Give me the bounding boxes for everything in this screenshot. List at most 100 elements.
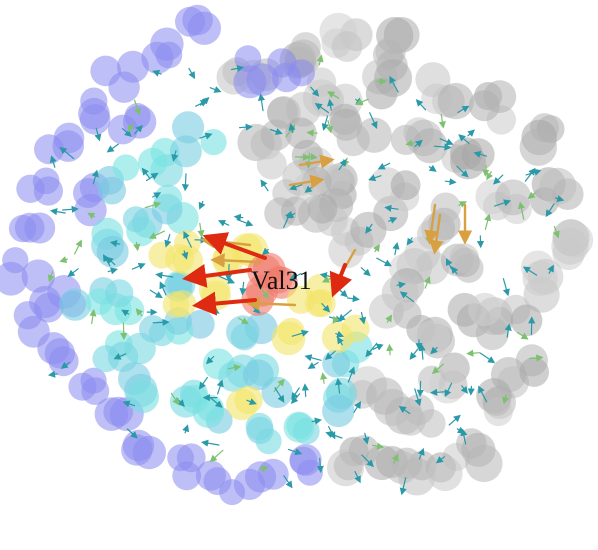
displacement-arrow [298, 154, 335, 169]
displacement-arrow [384, 204, 399, 212]
displacement-arrow [122, 400, 136, 408]
displacement-arrow [201, 439, 220, 447]
displacement-arrow [304, 153, 318, 161]
atom [226, 315, 260, 349]
displacement-arrow [354, 471, 361, 484]
displacement-arrow [311, 417, 322, 425]
displacement-arrow [326, 98, 335, 111]
atom [44, 338, 75, 369]
atom [116, 50, 149, 83]
displacement-arrow [148, 230, 165, 239]
displacement-arrow [181, 250, 189, 260]
displacement-arrow [405, 139, 415, 147]
displacement-arrow [152, 318, 170, 326]
displacement-arrow [109, 239, 121, 248]
displacement-arrow [433, 143, 452, 151]
displacement-arrow [198, 376, 208, 390]
displacement-arrow [466, 349, 481, 357]
atom [14, 212, 45, 243]
displacement-arrow [152, 69, 162, 77]
atom [245, 412, 274, 441]
displacement-arrow [202, 232, 267, 260]
displacement-arrow [257, 93, 266, 112]
atom [348, 435, 380, 466]
displacement-arrow [458, 134, 470, 144]
displacement-arrow [198, 200, 206, 210]
atom [366, 377, 404, 415]
displacement-arrow [258, 465, 269, 473]
atom [412, 128, 448, 164]
displacement-arrow [484, 213, 492, 230]
displacement-arrow [152, 192, 162, 199]
displacement-arrow [502, 278, 510, 297]
displacement-arrow [238, 317, 249, 325]
atom [449, 243, 480, 273]
displacement-arrow [451, 266, 459, 275]
displacement-arrow [365, 223, 373, 234]
displacement-arrow [347, 366, 356, 383]
atom [551, 227, 589, 265]
displacement-arrow [467, 385, 475, 396]
displacement-arrow [547, 264, 554, 274]
displacement-arrow [131, 262, 146, 270]
displacement-arrow [439, 138, 454, 146]
displacement-arrow [239, 123, 253, 131]
atom [385, 450, 419, 484]
displacement-arrow [209, 449, 224, 463]
displacement-arrow [171, 150, 179, 162]
displacement-arrow [444, 178, 457, 186]
displacement-arrow [126, 428, 138, 439]
displacement-arrow [502, 394, 510, 405]
displacement-arrow [246, 398, 257, 405]
displacement-arrow [473, 150, 487, 158]
displacement-arrows [47, 54, 565, 496]
displacement-arrow [324, 350, 336, 360]
displacement-arrow [209, 86, 222, 93]
displacement-arrow [188, 67, 196, 80]
atom [292, 173, 322, 202]
displacement-arrow [144, 201, 162, 209]
displacement-arrow [106, 143, 120, 153]
displacement-arrow [399, 291, 415, 303]
atom [256, 149, 287, 180]
displacement-arrow [316, 457, 324, 474]
displacement-arrow [87, 212, 96, 220]
atom [80, 367, 107, 394]
displacement-arrow [444, 382, 453, 398]
displacement-arrow [127, 122, 135, 133]
displacement-arrow [141, 167, 151, 180]
displacement-arrow [492, 174, 504, 185]
displacement-arrow [182, 263, 252, 288]
displacement-arrow [545, 203, 555, 218]
displacement-arrow [430, 388, 448, 396]
atom [390, 170, 421, 201]
displacement-arrow [199, 132, 213, 140]
displacement-arrow [368, 174, 382, 182]
displacement-arrow [113, 352, 127, 360]
displacement-arrow [325, 431, 343, 439]
atom [519, 128, 557, 166]
displacement-arrow [319, 372, 328, 384]
atom [290, 32, 321, 63]
atom [53, 122, 85, 154]
displacement-arrow [417, 447, 425, 460]
atom [468, 90, 500, 122]
displacement-arrow [258, 284, 270, 300]
displacement-arrow [388, 216, 398, 224]
displacement-arrow [306, 129, 318, 137]
displacement-arrow [431, 363, 444, 375]
atom [381, 274, 419, 312]
atom [162, 291, 190, 319]
atom [307, 193, 338, 224]
displacement-arrow [288, 123, 296, 134]
atom [242, 359, 274, 391]
displacement-arrow [517, 332, 529, 340]
displacement-arrow [359, 311, 367, 325]
displacement-arrow [134, 124, 143, 135]
displacement-arrow [227, 364, 242, 372]
displacement-arrow [486, 171, 494, 181]
displacement-arrow [554, 195, 565, 202]
displacement-arrow [456, 165, 469, 178]
displacement-arrow [49, 208, 66, 216]
displacement-arrow [335, 330, 345, 338]
